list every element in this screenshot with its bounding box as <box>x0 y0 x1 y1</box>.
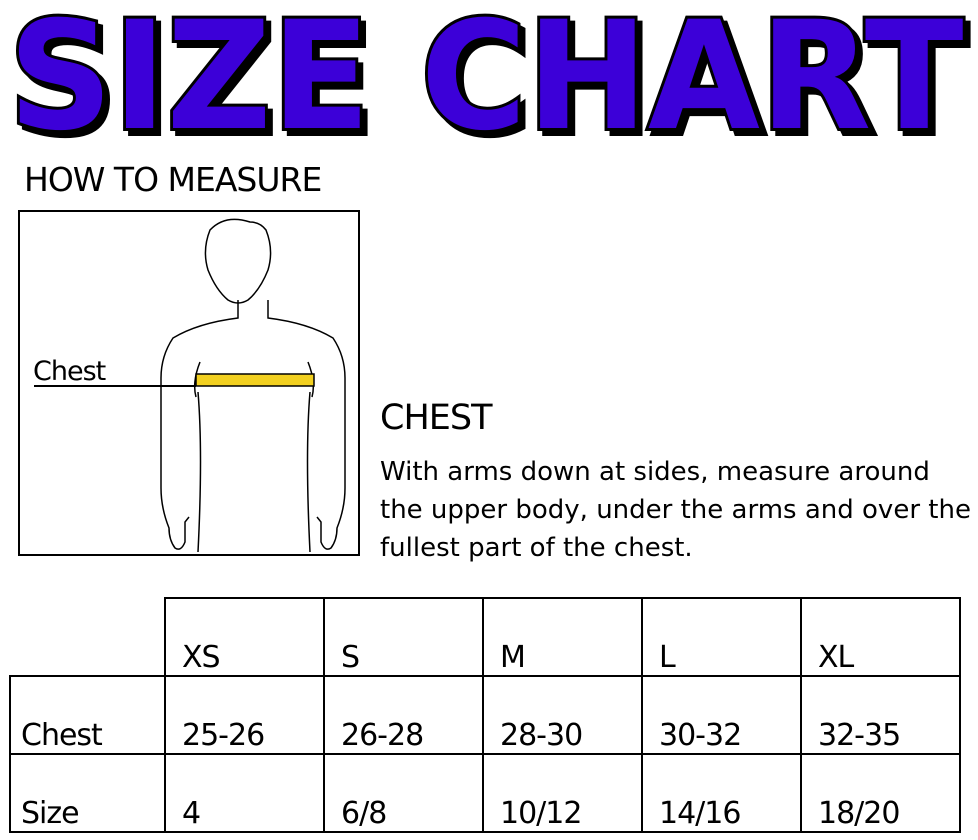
measure-figure: Chest <box>18 210 360 556</box>
table-cell: 6/8 <box>323 753 484 833</box>
table-cell: 32-35 <box>800 675 961 755</box>
chest-heading: CHEST <box>380 398 492 438</box>
body-outline-icon <box>34 218 346 553</box>
title-text: SIZE CHART <box>9 0 964 150</box>
table-row: Size 4 6/8 10/12 14/16 18/20 <box>9 753 961 833</box>
table-cell: 4 <box>164 753 325 833</box>
table-cell: 25-26 <box>164 675 325 755</box>
row-label: Chest <box>9 675 166 755</box>
size-header: M <box>482 597 643 677</box>
table-cell: 28-30 <box>482 675 643 755</box>
size-header: XL <box>800 597 961 677</box>
size-table: XS S M L XL Chest 25-26 26-28 28-30 30-3… <box>9 597 961 833</box>
table-cell: 14/16 <box>641 753 802 833</box>
table-cell: 30-32 <box>641 675 802 755</box>
table-row: Chest 25-26 26-28 28-30 30-32 32-35 <box>9 675 961 755</box>
size-header: S <box>323 597 484 677</box>
size-header: XS <box>164 597 325 677</box>
how-to-measure-heading: HOW TO MEASURE <box>24 160 322 199</box>
table-cell: 26-28 <box>323 675 484 755</box>
empty-cell <box>10 598 165 677</box>
chest-label: Chest <box>33 356 106 387</box>
size-header-row: XS S M L XL <box>10 597 961 677</box>
table-cell: 10/12 <box>482 753 643 833</box>
table-cell: 18/20 <box>800 753 961 833</box>
row-label: Size <box>9 753 166 833</box>
size-header: L <box>641 597 802 677</box>
chest-description: With arms down at sides, measure around … <box>380 457 971 563</box>
size-chart-title: SIZE CHART <box>6 0 967 150</box>
